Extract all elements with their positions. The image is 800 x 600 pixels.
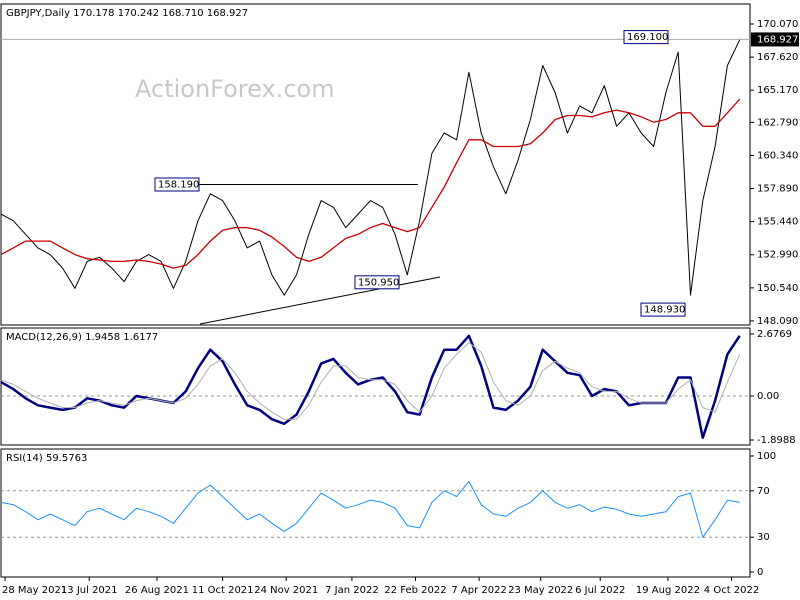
y-tick-label: 70 — [757, 486, 770, 497]
x-tick-label: 22 Feb 2022 — [384, 585, 446, 596]
y-tick-label: 162.790 — [757, 117, 798, 128]
watermark: ActionForex.com — [135, 75, 335, 103]
panel-frame — [0, 327, 751, 446]
y-tick-label: 100 — [757, 451, 776, 462]
x-tick-label: 7 Jan 2022 — [325, 585, 379, 596]
panel-title: MACD(12,26,9) 1.9458 1.6177 — [6, 332, 158, 343]
series-line — [0, 342, 741, 420]
x-tick-label: 4 Oct 2022 — [704, 585, 759, 596]
price-label-box — [640, 302, 686, 317]
series-line — [0, 39, 741, 296]
panel-title: GBPJPY,Daily 170.178 170.242 168.710 168… — [6, 8, 248, 19]
series-line — [0, 98, 741, 269]
y-tick-label: 150.540 — [757, 283, 798, 294]
y-tick-label: 152.990 — [757, 250, 798, 261]
panel-title: RSI(14) 59.5763 — [6, 453, 87, 464]
panel-frame — [0, 448, 751, 578]
price-label: 169.100 — [627, 32, 668, 43]
price-label: 148.930 — [644, 305, 685, 316]
price-label-box — [354, 275, 400, 290]
last-price-box — [751, 32, 799, 47]
x-tick-label: 7 Apr 2022 — [451, 585, 506, 596]
y-tick-label: 167.620 — [757, 52, 798, 63]
y-tick-label: 2.6769 — [757, 329, 792, 340]
price-label-box — [623, 30, 669, 45]
panel-frame — [0, 3, 751, 326]
y-tick-label: 0 — [757, 567, 763, 578]
x-tick-label: 13 Jul 2021 — [61, 585, 118, 596]
y-tick-label: 30 — [757, 532, 770, 543]
x-tick-label: 26 Aug 2021 — [125, 585, 189, 596]
x-tick-label: 24 Nov 2021 — [254, 585, 318, 596]
x-tick-label: 28 May 2021 — [2, 585, 67, 596]
y-tick-label: 0.00 — [757, 391, 779, 402]
trend-line — [199, 276, 441, 325]
last-price-label: 168.927 — [757, 34, 798, 45]
x-tick-label: 6 Jul 2022 — [575, 585, 625, 596]
y-tick-label: 157.890 — [757, 184, 798, 195]
price-label: 150.950 — [358, 277, 399, 288]
y-tick-label: 160.340 — [757, 150, 798, 161]
y-tick-label: 148.090 — [757, 316, 798, 327]
price-label-box — [154, 177, 200, 192]
x-tick-label: 23 May 2022 — [508, 585, 573, 596]
series-line — [0, 481, 740, 538]
x-tick-label: 11 Oct 2021 — [192, 585, 254, 596]
price-label: 158.190 — [158, 179, 199, 190]
y-tick-label: 170.070 — [757, 19, 798, 30]
y-tick-label: 155.440 — [757, 217, 798, 228]
x-tick-label: 19 Aug 2022 — [636, 585, 700, 596]
y-tick-label: 165.170 — [757, 85, 798, 96]
y-tick-label: -1.8988 — [757, 435, 796, 446]
